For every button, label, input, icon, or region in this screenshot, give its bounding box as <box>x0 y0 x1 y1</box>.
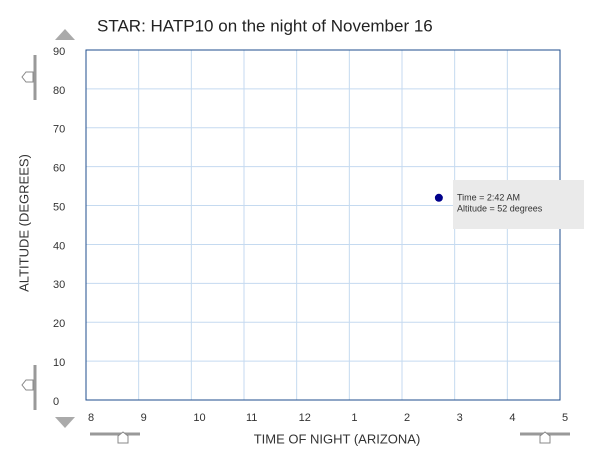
chart-title: STAR: HATP10 on the night of November 16 <box>97 16 433 35</box>
x-tick-label: 8 <box>88 412 94 424</box>
x-axis-label: TIME OF NIGHT (ARIZONA) <box>254 431 421 446</box>
x-tick-label: 12 <box>299 412 311 424</box>
up-arrow[interactable] <box>55 29 75 40</box>
bottom-slider[interactable] <box>21 365 37 410</box>
x-tick-label: 9 <box>141 412 147 424</box>
y-tick-label: 80 <box>53 85 65 97</box>
x-tick-label: 10 <box>193 412 205 424</box>
y-tick-label: 60 <box>53 163 65 175</box>
y-tick-label: 10 <box>53 357 65 369</box>
tooltip-box <box>453 180 584 229</box>
down-arrow[interactable] <box>55 417 75 428</box>
y-tick-label: 30 <box>53 279 65 291</box>
right-time-slider[interactable] <box>520 431 570 444</box>
y-tick-label: 90 <box>53 46 65 58</box>
x-tick-label: 3 <box>457 412 463 424</box>
y-tick-label: 50 <box>53 201 65 213</box>
y-axis-label: ALTITUDE (DEGREES) <box>16 154 31 292</box>
x-tick-label: 2 <box>404 412 410 424</box>
tooltip-altitude: Altitude = 52 degrees <box>457 203 543 213</box>
x-tick-label: 11 <box>246 412 257 424</box>
x-tick-label: 4 <box>509 412 515 424</box>
y-tick-label: 0 <box>53 396 59 408</box>
left-time-slider[interactable] <box>90 431 140 444</box>
x-tick-label: 5 <box>562 412 568 424</box>
y-tick-label: 70 <box>53 124 65 136</box>
tooltip-time: Time = 2:42 AM <box>457 192 520 202</box>
tooltip: Time = 2:42 AM Altitude = 52 degrees <box>453 180 584 229</box>
top-slider[interactable] <box>21 55 37 100</box>
y-tick-label: 20 <box>53 318 65 330</box>
x-tick-label: 1 <box>351 412 357 424</box>
y-tick-label: 40 <box>53 240 65 252</box>
data-point <box>434 193 443 202</box>
